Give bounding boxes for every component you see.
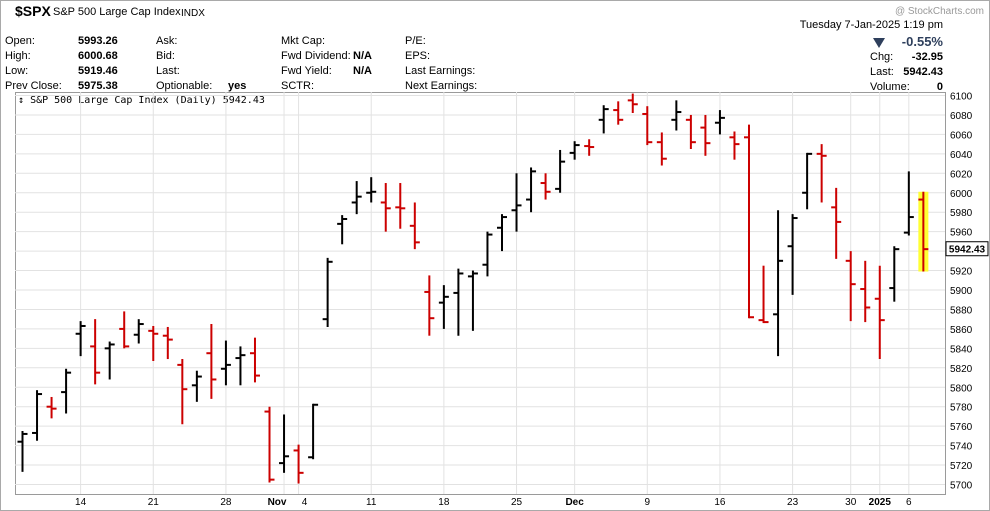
x-tick-label: 9 (645, 497, 651, 508)
y-tick-label: 5860 (950, 325, 973, 336)
last-price-marker: 5942.43 (949, 245, 986, 256)
x-tick-label: 28 (220, 497, 232, 508)
y-tick-label: 6080 (950, 111, 973, 122)
chart-title: ↕ S&P 500 Large Cap Index (Daily) 5942.4… (18, 94, 265, 107)
y-tick-label: 6020 (950, 169, 973, 180)
x-tick-label: 23 (787, 497, 799, 508)
datetime-label: Tuesday 7-Jan-2025 1:19 pm (799, 19, 943, 31)
fwd-dividend-value: N/A (353, 50, 372, 62)
volume-value: 0 (936, 81, 943, 93)
x-tick-label: 4 (302, 497, 308, 508)
x-tick-label: Nov (268, 497, 287, 508)
exchange-label: INDX (181, 8, 205, 19)
y-tick-label: 5840 (950, 344, 973, 355)
last-price-value: 5942.43 (903, 66, 943, 78)
optionable-value: yes (228, 80, 247, 92)
x-tick-label: 21 (148, 497, 160, 508)
index-name: S&P 500 Large Cap Index (53, 6, 181, 18)
y-tick-label: 5980 (950, 208, 973, 219)
y-tick-label: 5800 (950, 383, 973, 394)
x-tick-label: 11 (366, 497, 377, 508)
x-tick-label: 30 (845, 497, 857, 508)
y-tick-label: 5940 (950, 247, 973, 258)
y-tick-label: 5700 (950, 481, 973, 492)
pct-change-value: -0.55% (901, 34, 943, 49)
chart-title-icon: ↕ (18, 95, 25, 106)
chg-value: -32.95 (911, 51, 943, 63)
y-tick-label: 5720 (950, 461, 973, 472)
last-earnings-label: Last Earnings: (405, 65, 476, 77)
optionable-label: Optionable: (156, 80, 213, 92)
x-tick-label: 14 (75, 497, 87, 508)
symbol-label: $SPX (15, 3, 51, 19)
x-tick-label: Dec (565, 497, 584, 508)
y-tick-label: 5760 (950, 422, 973, 433)
y-tick-label: 5900 (950, 286, 973, 297)
x-tick-label: 2025 (869, 497, 892, 508)
low-label: Low: (5, 65, 29, 77)
open-label: Open: (5, 35, 35, 47)
low-value: 5919.46 (78, 65, 118, 77)
y-tick-label: 5960 (950, 228, 973, 239)
ask-label: Ask: (156, 35, 178, 47)
x-tick-label: 6 (906, 497, 912, 508)
y-tick-label: 6000 (950, 189, 973, 200)
fwd-yield-label: Fwd Yield: (281, 65, 332, 77)
y-tick-label: 5820 (950, 364, 973, 375)
volume-label: Volume: (870, 81, 910, 93)
pe-label: P/E: (405, 35, 426, 47)
last-price-box (945, 241, 989, 257)
down-arrow-icon (873, 38, 885, 48)
y-tick-label: 5780 (950, 403, 973, 414)
watermark: @ StockCharts.com (894, 6, 984, 17)
prev-close-value: 5975.38 (78, 80, 118, 92)
high-label: High: (5, 50, 31, 62)
plot-area (15, 92, 946, 495)
open-value: 5993.26 (78, 35, 118, 47)
sctr-label: SCTR: (281, 80, 314, 92)
mkt-cap-label: Mkt Cap: (281, 35, 326, 47)
y-tick-label: 6100 (950, 92, 973, 103)
y-tick-label: 5880 (950, 305, 973, 316)
y-tick-label: 5740 (950, 442, 973, 453)
x-tick-label: 16 (714, 497, 726, 508)
fwd-dividend-label: Fwd Dividend: (281, 50, 351, 62)
x-tick-label: 18 (438, 497, 450, 508)
chg-label: Chg: (870, 51, 894, 63)
y-tick-label: 6060 (950, 130, 973, 141)
fwd-yield-value: N/A (353, 65, 372, 77)
last-price-label: Last: (870, 66, 894, 78)
bid-label: Bid: (156, 50, 175, 62)
chart-title-text: S&P 500 Large Cap Index (Daily) 5942.43 (30, 95, 265, 106)
eps-label: EPS: (405, 50, 431, 62)
next-earnings-label: Next Earnings: (405, 80, 478, 92)
prev-close-label: Prev Close: (5, 80, 62, 92)
y-tick-label: 5920 (950, 267, 973, 278)
x-tick-label: 25 (511, 497, 523, 508)
last-label: Last: (156, 65, 180, 77)
y-tick-label: 6040 (950, 150, 973, 161)
high-value: 6000.68 (78, 50, 118, 62)
